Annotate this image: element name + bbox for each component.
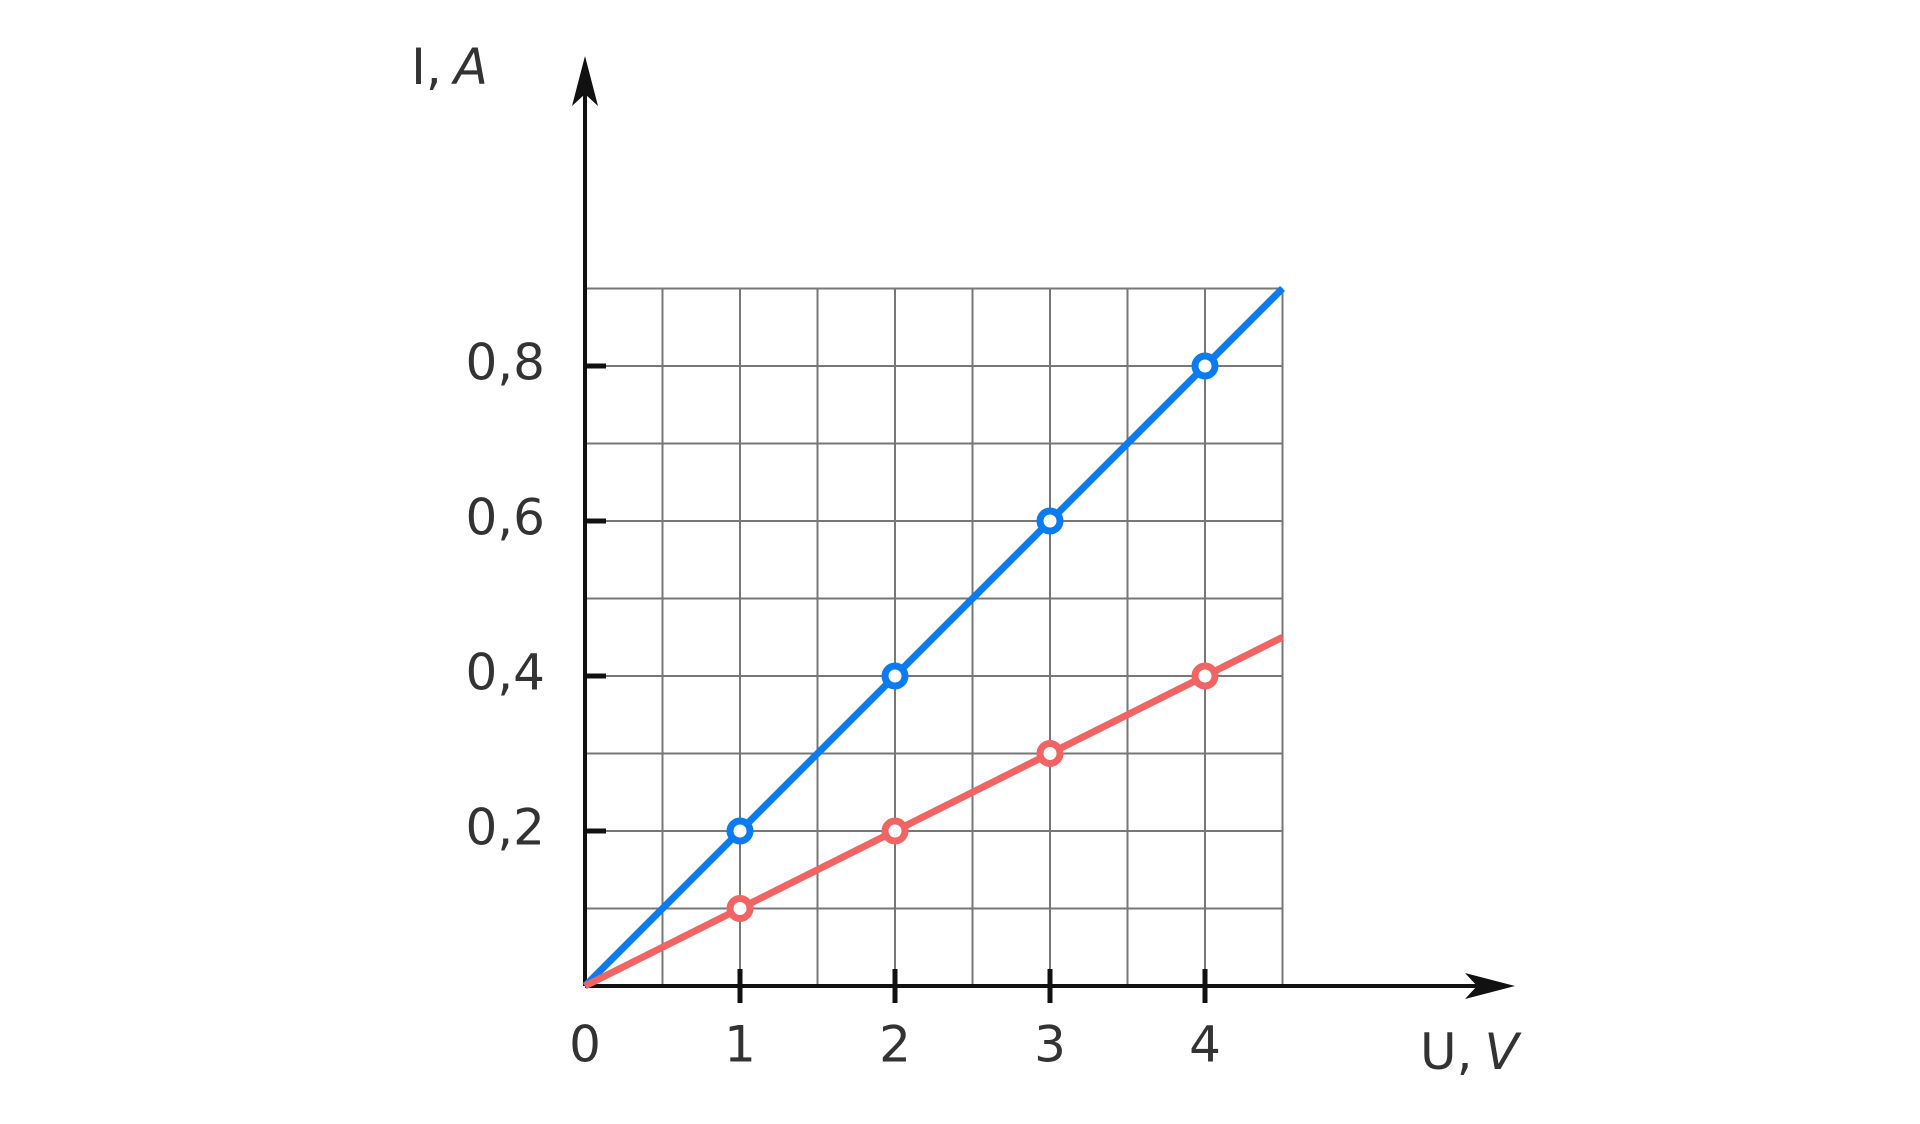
data-point [881, 662, 909, 690]
x-tick-label: 3 [1034, 1016, 1066, 1074]
data-point [1036, 740, 1064, 767]
data-point [881, 817, 909, 845]
series-line [582, 286, 1285, 989]
x-tick-label: 4 [1189, 1016, 1221, 1074]
data-point [1191, 662, 1219, 690]
y-tick-label: 0,6 [465, 489, 545, 547]
y-tick-label: 0,4 [465, 644, 545, 702]
data-point [726, 895, 754, 922]
y-axis-unit: A [451, 38, 488, 96]
y-tick-label: 0,8 [465, 334, 545, 392]
y-tick-label: 0,2 [465, 799, 545, 857]
x-tick-label: 0 [569, 1016, 601, 1074]
data-point [726, 817, 754, 845]
y-axis-name: I, [411, 38, 442, 96]
x-axis-name: U, [1420, 1023, 1473, 1081]
data-point [1191, 352, 1219, 380]
y-axis-label: I, A [411, 38, 488, 96]
x-axis-label: U, V [1420, 1023, 1523, 1081]
series-line [583, 634, 1285, 990]
x-axis-arrow [1465, 973, 1515, 999]
data-point [1036, 507, 1064, 535]
x-axis-unit: V [1485, 1023, 1523, 1081]
y-axis-arrow [572, 56, 598, 106]
x-tick-label: 1 [724, 1016, 756, 1074]
x-tick-label: 2 [879, 1016, 911, 1074]
